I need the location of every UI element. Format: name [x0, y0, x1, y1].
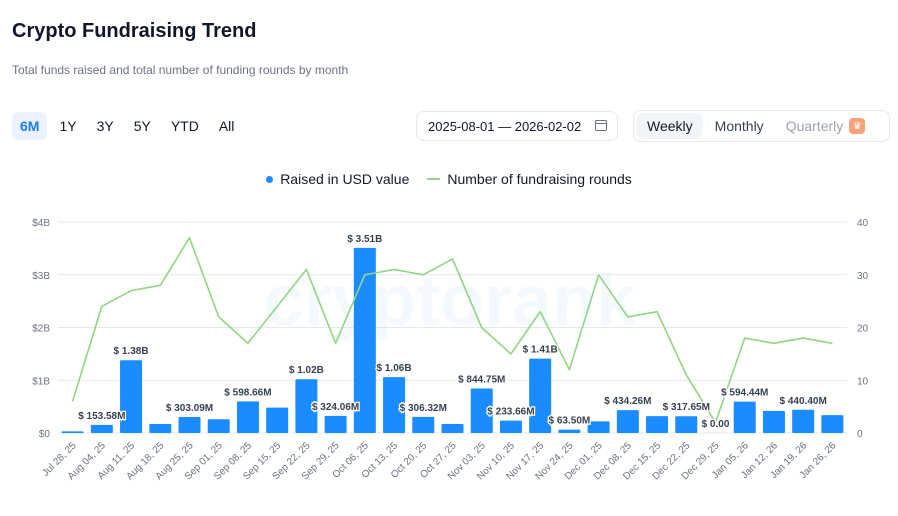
bar [207, 419, 230, 433]
bar [120, 360, 143, 433]
legend-dot-icon [266, 175, 274, 183]
calendar-icon [595, 120, 607, 131]
bar [821, 415, 844, 433]
range-tab-ytd[interactable]: YTD [170, 118, 199, 134]
bar-value-label: $ 317.65M [663, 402, 710, 413]
y-right-tick-label: 10 [857, 376, 869, 387]
chart-legend: Raised in USD value Number of fundraisin… [0, 171, 898, 187]
bar-value-label: $ 153.58M [78, 411, 125, 422]
range-tab-all[interactable]: All [218, 118, 235, 134]
bar [295, 379, 318, 433]
bar [236, 401, 259, 433]
bar [762, 410, 785, 433]
y-right-tick-label: 20 [857, 324, 869, 335]
bar-value-label: $ 63.50M [549, 416, 591, 427]
bar [324, 415, 347, 433]
legend-label-rounds: Number of fundraising rounds [447, 171, 632, 187]
y-left-tick-label: $3B [32, 271, 50, 282]
legend-item-raised[interactable]: Raised in USD value [266, 171, 409, 187]
bar [266, 407, 289, 433]
period-tab-monthly[interactable]: Monthly [714, 118, 764, 134]
period-tab-quarterly-label: Quarterly [785, 118, 844, 134]
range-tab-3y[interactable]: 3Y [96, 118, 114, 134]
bar [90, 424, 113, 433]
bar-value-label: $ 440.40M [780, 396, 827, 407]
crown-icon: ♛ [849, 118, 866, 134]
bar [587, 421, 610, 433]
page-subtitle: Total funds raised and total number of f… [12, 63, 349, 77]
bar-value-label: $ 0.00 [702, 419, 730, 430]
bar [529, 358, 552, 433]
bar [61, 431, 84, 433]
bar-value-label: $ 306.32M [400, 403, 447, 414]
date-range-value: 2025-08-01 — 2026-02-02 [428, 118, 582, 134]
date-range-picker[interactable]: 2025-08-01 — 2026-02-02 [416, 111, 618, 141]
bar [470, 388, 493, 433]
bar-value-label: $ 1.41B [523, 345, 558, 356]
range-tabs: 6M 1Y 3Y 5Y YTD All [12, 112, 242, 140]
y-right-tick-label: 30 [857, 271, 869, 282]
legend-line-icon [427, 178, 441, 180]
rounds-line [71, 237, 833, 424]
y-right-tick-label: 40 [857, 218, 869, 229]
bar-value-label: $ 598.66M [224, 387, 271, 398]
bar-value-label: $ 233.66M [487, 407, 534, 418]
legend-item-rounds[interactable]: Number of fundraising rounds [427, 171, 632, 187]
bar-value-label: $ 594.44M [721, 388, 768, 399]
bar [792, 409, 815, 433]
y-left-tick-label: $0 [39, 429, 51, 440]
y-left-tick-label: $1B [32, 376, 50, 387]
bar [441, 424, 464, 433]
period-tab-quarterly[interactable]: Quarterly ♛ [776, 113, 876, 139]
bar-value-label: $ 3.51B [347, 234, 382, 245]
bar-value-label: $ 324.06M [312, 402, 359, 413]
bar [149, 424, 172, 433]
bar [412, 416, 435, 433]
range-tab-5y[interactable]: 5Y [133, 118, 151, 134]
bar-value-label: $ 1.38B [114, 346, 149, 357]
bar [353, 247, 376, 433]
period-tabs: Weekly Monthly Quarterly ♛ [633, 110, 890, 142]
bar-value-label: $ 1.06B [377, 363, 412, 374]
period-tab-weekly[interactable]: Weekly [637, 113, 703, 139]
legend-label-raised: Raised in USD value [280, 171, 410, 187]
bar [558, 429, 581, 433]
bar [616, 410, 639, 433]
watermark: cryptorank [264, 261, 637, 341]
page-title: Crypto Fundraising Trend [12, 20, 257, 42]
range-tab-6m[interactable]: 6M [12, 112, 48, 140]
y-right-tick-label: 0 [857, 429, 863, 440]
bar-value-label: $ 434.26M [604, 396, 651, 407]
bar [675, 416, 698, 433]
bar-value-label: $ 303.09M [166, 403, 213, 414]
bar-value-label: $ 1.02B [289, 365, 324, 376]
y-left-tick-label: $2B [32, 324, 50, 335]
bar [733, 401, 756, 433]
range-tab-1y[interactable]: 1Y [59, 118, 77, 134]
bar-value-label: $ 844.75M [458, 374, 505, 385]
bar [178, 417, 201, 433]
bar [499, 420, 522, 433]
bar [383, 377, 406, 433]
bar [646, 416, 669, 433]
y-left-tick-label: $4B [32, 218, 50, 229]
